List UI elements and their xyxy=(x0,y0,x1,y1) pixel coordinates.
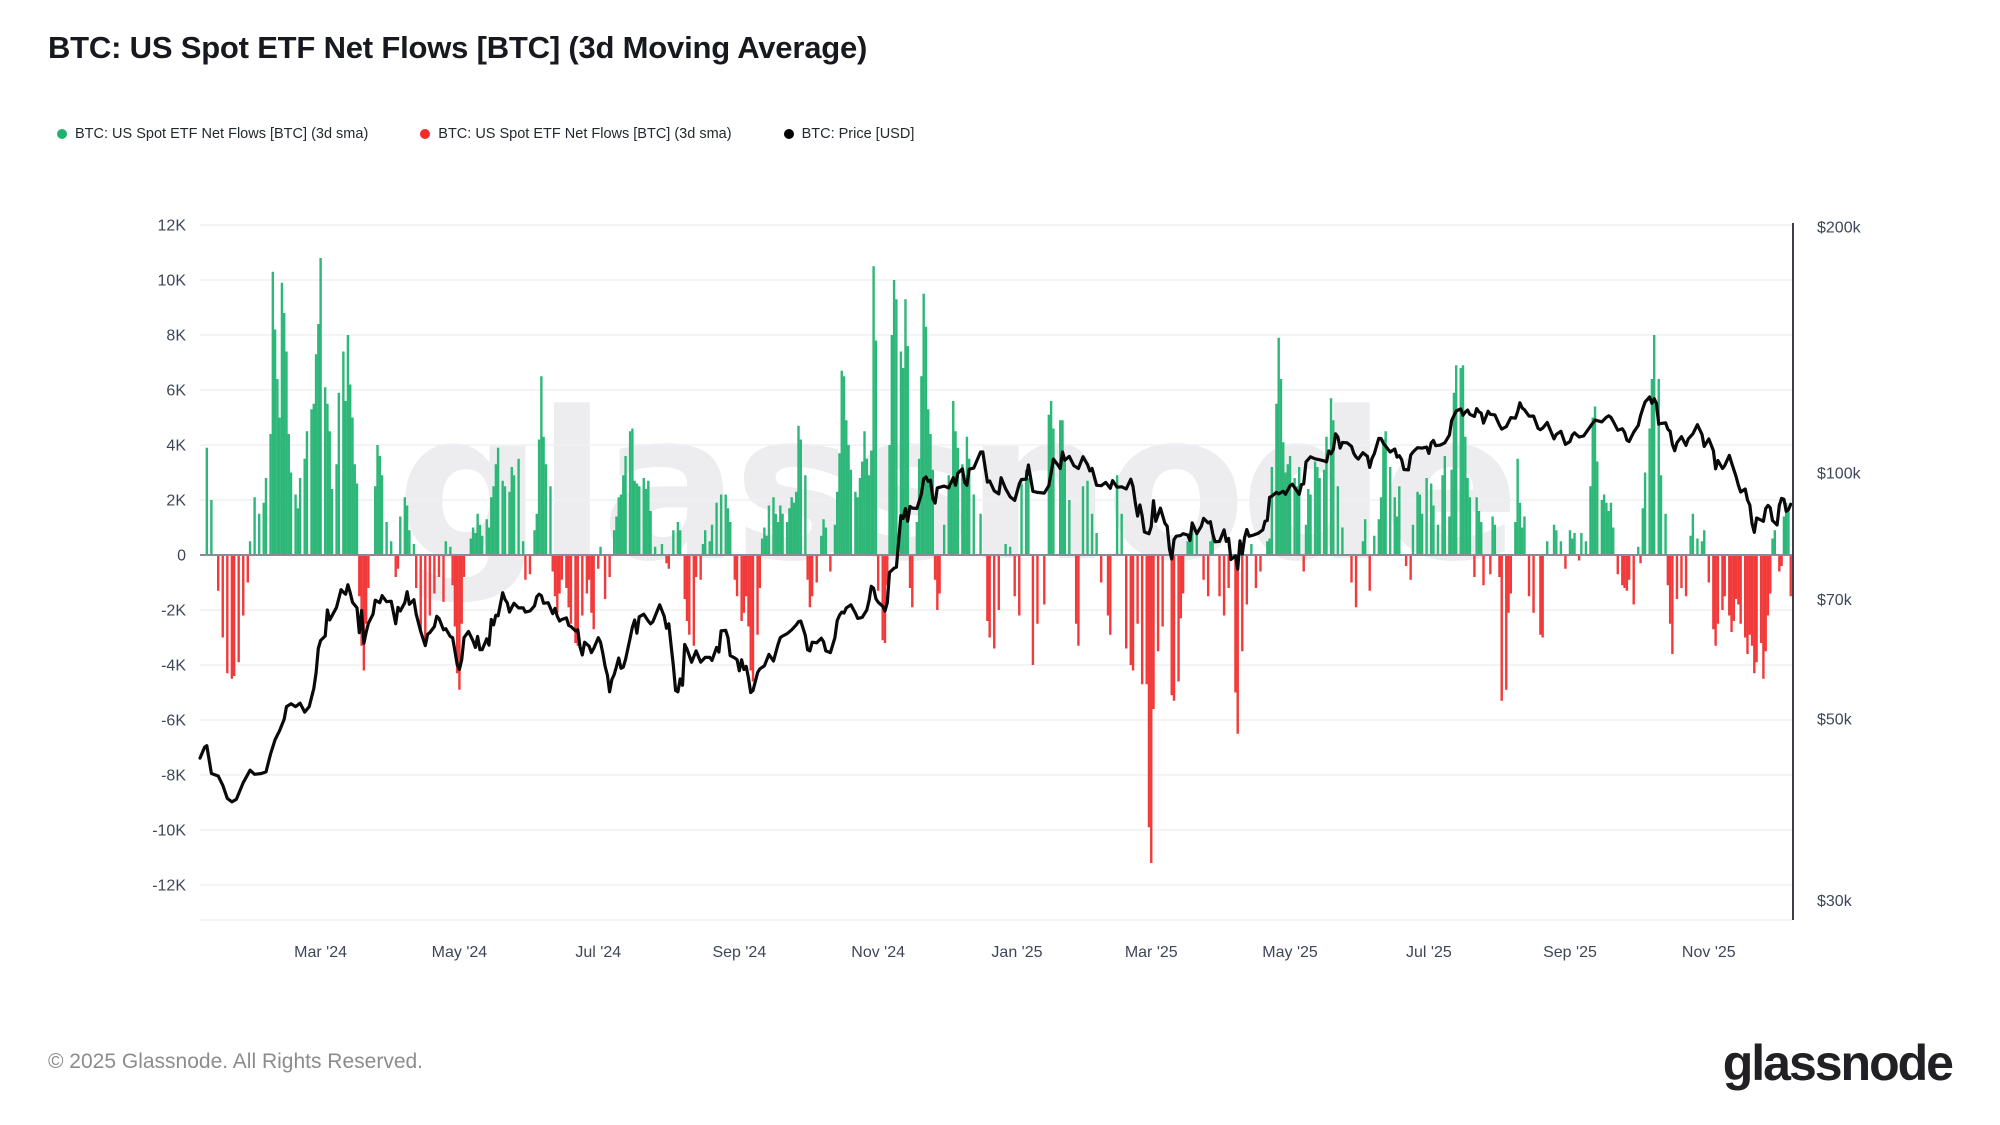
green-dot-icon xyxy=(57,129,67,139)
price-line xyxy=(198,395,1793,804)
y-left-tick-label: 6K xyxy=(166,383,186,400)
chart-legend: BTC: US Spot ETF Net Flows [BTC] (3d sma… xyxy=(57,126,914,142)
x-tick-label: Jan '25 xyxy=(991,944,1042,961)
y-left-tick-label: -12K xyxy=(152,878,186,895)
y-left-tick-label: -6K xyxy=(161,713,186,730)
x-tick-label: May '24 xyxy=(432,944,488,961)
y-right-tick-label: $70k xyxy=(1817,592,1853,609)
y-right-tick-label: $100k xyxy=(1817,466,1862,483)
x-tick-label: Jul '25 xyxy=(1406,944,1452,961)
y-left-tick-label: 12K xyxy=(158,218,187,235)
red-dot-icon xyxy=(420,129,431,139)
netflow-bars xyxy=(205,258,1792,863)
y-left-tick-label: -2K xyxy=(161,603,186,620)
legend-label: BTC: US Spot ETF Net Flows [BTC] (3d sma… xyxy=(438,126,732,142)
legend-label: BTC: US Spot ETF Net Flows [BTC] (3d sma… xyxy=(75,126,369,142)
y-left-tick-label: 4K xyxy=(166,438,186,455)
x-tick-label: Nov '25 xyxy=(1682,944,1736,961)
black-dot-icon xyxy=(783,129,794,139)
y-left-tick-label: 0 xyxy=(177,548,186,565)
x-tick-label: Sep '25 xyxy=(1543,944,1597,961)
page-title: BTC: US Spot ETF Net Flows [BTC] (3d Mov… xyxy=(48,30,868,65)
x-tick-label: Mar '24 xyxy=(294,944,347,961)
x-tick-label: Mar '25 xyxy=(1125,944,1178,961)
y-left-tick-label: -10K xyxy=(152,823,186,840)
y-left-tick-label: -4K xyxy=(161,658,186,675)
legend-item-netflows-negative[interactable]: BTC: US Spot ETF Net Flows [BTC] (3d sma… xyxy=(420,126,732,142)
y-left-tick-label: 10K xyxy=(158,273,187,290)
y-right-tick-label: $30k xyxy=(1817,893,1853,910)
y-right-tick-label: $200k xyxy=(1817,220,1862,237)
legend-item-netflows-positive[interactable]: BTC: US Spot ETF Net Flows [BTC] (3d sma… xyxy=(57,126,368,142)
y-right-tick-label: $50k xyxy=(1817,712,1853,729)
x-tick-label: Jul '24 xyxy=(575,944,621,961)
y-left-tick-label: -8K xyxy=(161,768,186,785)
x-tick-label: May '25 xyxy=(1262,944,1318,961)
glassnode-logo[interactable]: glassnode xyxy=(1722,1035,1954,1091)
copyright-text: © 2025 Glassnode. All Rights Reserved. xyxy=(48,1050,424,1073)
y-left-tick-label: 2K xyxy=(166,493,186,510)
x-tick-label: Nov '24 xyxy=(851,944,905,961)
x-tick-label: Sep '24 xyxy=(712,944,766,961)
legend-item-price[interactable]: BTC: Price [USD] xyxy=(783,126,915,142)
y-left-tick-label: 8K xyxy=(166,328,186,345)
legend-label: BTC: Price [USD] xyxy=(801,126,915,142)
